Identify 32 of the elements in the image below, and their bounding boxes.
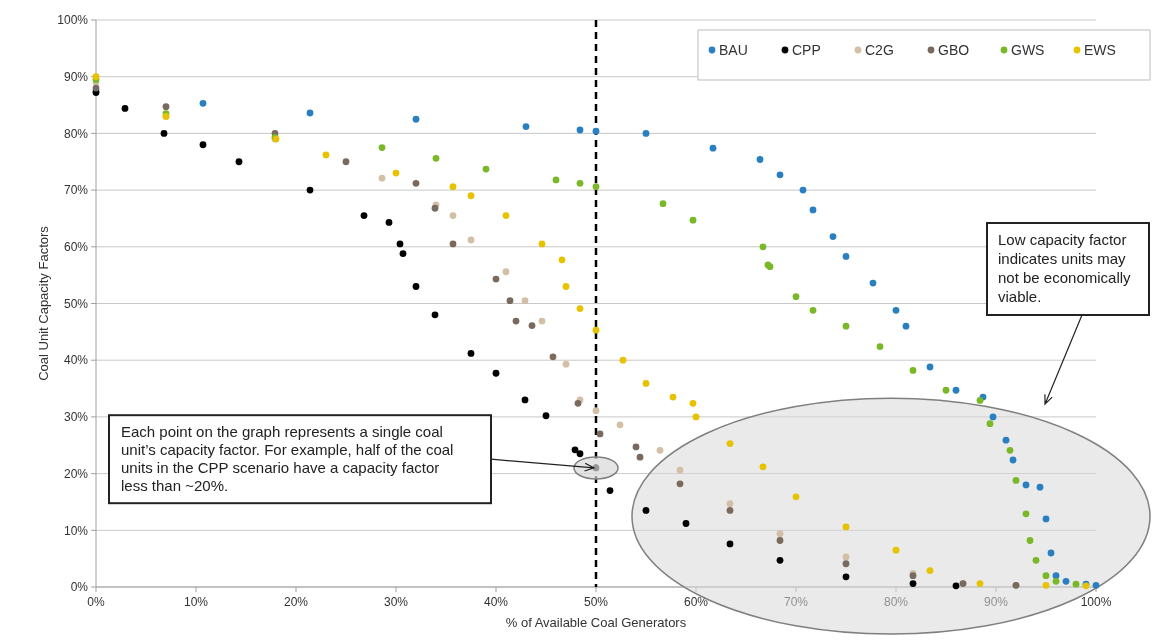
x-tick-label: 0%	[87, 595, 105, 609]
y-tick-label: 40%	[63, 353, 89, 368]
y-tick-label: 90%	[63, 69, 89, 84]
annotation: Each point on the graph represents a single coal unit’s capacity factor. For example, half of the coal units in the CPP scenario have a capacity factor less than ~20%.	[121, 423, 454, 495]
x-tick-label: 40%	[483, 595, 509, 609]
y-tick-label: 10%	[63, 523, 89, 538]
legend-label: BAU	[719, 41, 748, 58]
x-tick-label: 80%	[883, 595, 909, 609]
x-tick-label: 90%	[983, 595, 1009, 609]
y-tick-label: 60%	[63, 240, 89, 254]
legend-label: CPP	[792, 41, 821, 58]
y-tick-label: 20%	[63, 466, 89, 481]
annotation: Low capacity factor indicates units may not be economically viable.	[998, 231, 1132, 305]
x-tick-label: 30%	[383, 595, 409, 609]
y-tick-label: 50%	[63, 296, 89, 311]
legend-label: C2G	[865, 41, 894, 58]
y-tick-label: 80%	[63, 126, 89, 141]
y-tick-label: 30%	[63, 410, 89, 425]
y-axis-title: Coal Unit Capacity Factors	[36, 225, 51, 381]
y-tick-label: 100%	[57, 13, 89, 28]
legend-label: GWS	[1011, 41, 1045, 58]
x-tick-label: 60%	[683, 595, 709, 609]
x-tick-label: 100%	[1080, 595, 1112, 609]
legend-label: EWS	[1084, 41, 1116, 58]
x-tick-label: 10%	[183, 595, 209, 609]
y-tick-label: 70%	[63, 183, 89, 198]
x-axis-title: % of Available Coal Generators	[505, 615, 687, 630]
x-tick-label: 20%	[283, 595, 309, 609]
legend-label: GBO	[938, 41, 970, 58]
x-tick-label: 70%	[783, 595, 809, 609]
y-tick-label: 0%	[70, 580, 89, 595]
x-tick-label: 50%	[583, 595, 609, 609]
